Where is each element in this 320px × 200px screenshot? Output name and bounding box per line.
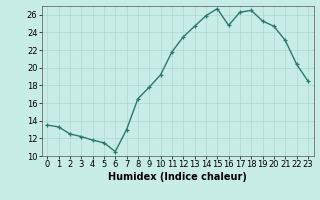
X-axis label: Humidex (Indice chaleur): Humidex (Indice chaleur) bbox=[108, 172, 247, 182]
